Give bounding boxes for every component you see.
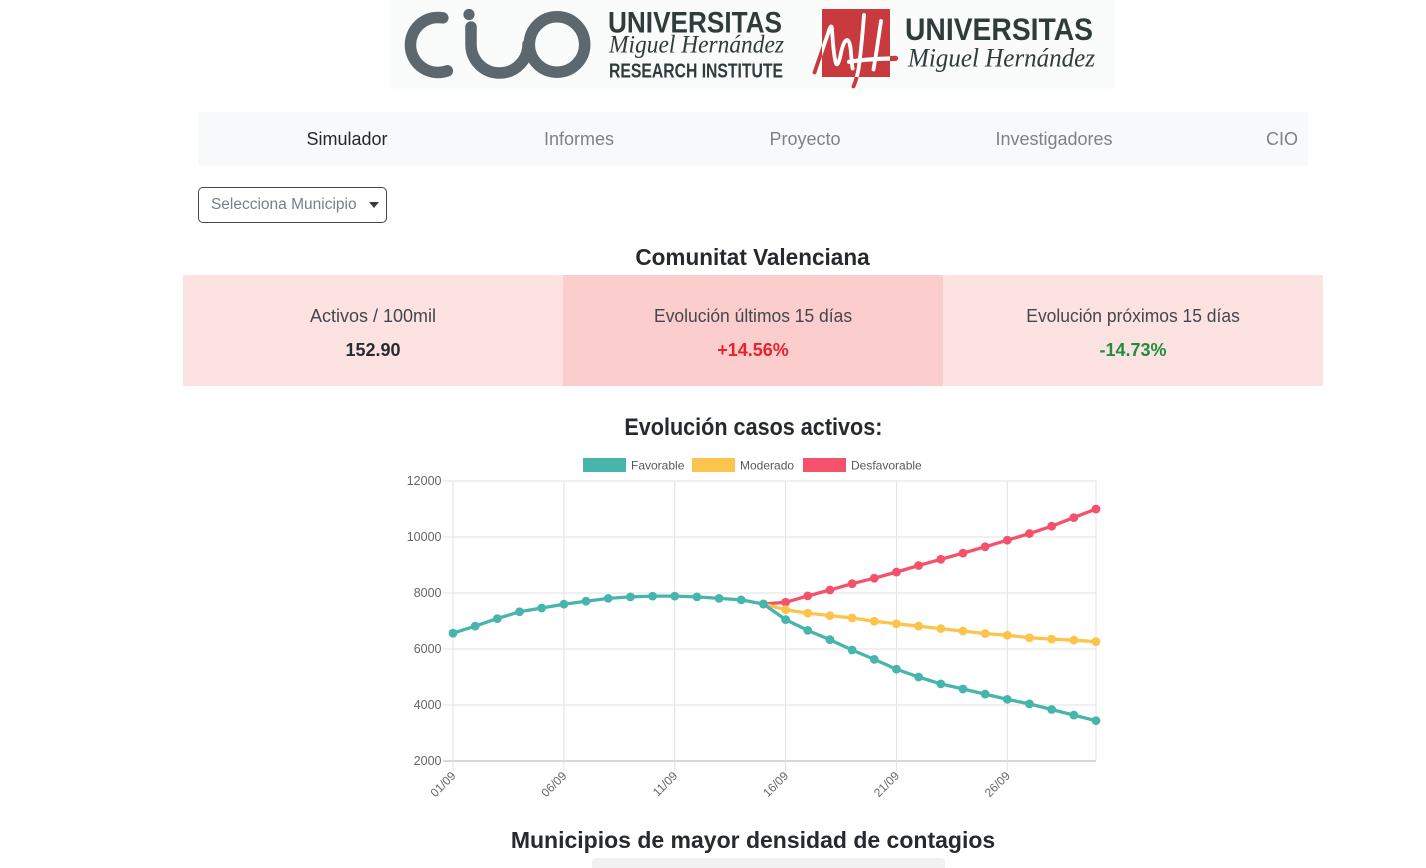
svg-text:Miguel Hernández: Miguel Hernández — [608, 32, 784, 59]
svg-text:UNIVERSITAS: UNIVERSITAS — [905, 11, 1093, 47]
svg-text:10000: 10000 — [407, 530, 442, 544]
svg-text:16/09: 16/09 — [760, 768, 791, 799]
svg-text:12000: 12000 — [407, 474, 442, 488]
svg-text:2000: 2000 — [414, 754, 442, 768]
svg-text:RESEARCH INSTITUTE: RESEARCH INSTITUTE — [609, 61, 783, 83]
svg-text:11/09: 11/09 — [650, 768, 681, 799]
svg-text:06/09: 06/09 — [538, 768, 569, 799]
svg-text:Favorable: Favorable — [631, 459, 685, 473]
svg-text:21/09: 21/09 — [871, 768, 902, 799]
svg-text:8000: 8000 — [414, 586, 442, 600]
svg-text:01/09: 01/09 — [427, 768, 458, 799]
svg-text:Desfavorable: Desfavorable — [851, 459, 922, 473]
svg-text:26/09: 26/09 — [982, 768, 1013, 799]
svg-text:Miguel Hernández: Miguel Hernández — [907, 44, 1095, 73]
svg-text:Moderado: Moderado — [740, 459, 794, 473]
svg-text:6000: 6000 — [414, 642, 442, 656]
svg-text:4000: 4000 — [414, 698, 442, 712]
svg-text:UNIVERSITAS: UNIVERSITAS — [608, 6, 782, 39]
